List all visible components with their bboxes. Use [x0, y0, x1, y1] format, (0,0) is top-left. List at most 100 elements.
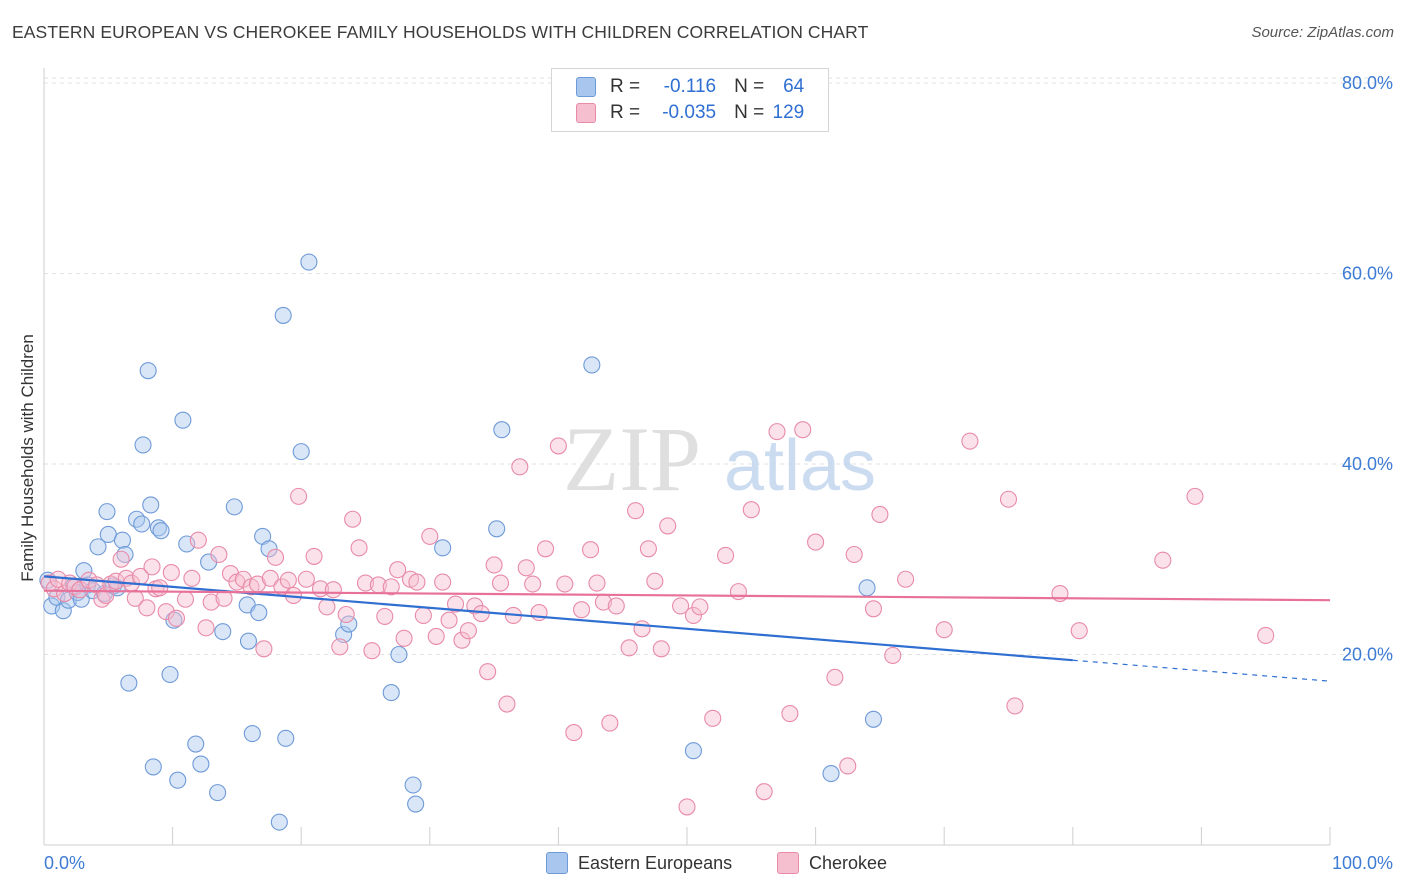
cherokee-point — [961, 432, 979, 450]
cherokee-point — [536, 540, 555, 558]
legend-label-cherokee: Cherokee — [809, 852, 888, 873]
eastern-europeans-point — [434, 539, 452, 557]
cherokee-point — [1154, 551, 1172, 569]
cherokee-point — [768, 423, 786, 441]
cherokee-point — [408, 573, 426, 591]
watermark-atlas: atlas — [724, 426, 876, 506]
eastern-europeans-point — [407, 795, 425, 813]
chart-title: EASTERN EUROPEAN VS CHEROKEE FAMILY HOUS… — [12, 22, 869, 42]
eastern-europeans-point — [404, 776, 422, 794]
eastern-europeans-trend-extension — [1072, 659, 1331, 682]
cherokee-trend-line — [43, 589, 1331, 602]
cherokee-point — [524, 575, 542, 593]
cherokee-point — [935, 621, 953, 639]
tick-labels: 20.0% 40.0% 60.0% 80.0% 0.0% 100.0% — [44, 73, 1393, 873]
eastern-europeans-point — [250, 604, 268, 622]
cherokee-point — [382, 578, 400, 596]
eastern-europeans-point — [54, 602, 72, 620]
cherokee-point — [826, 668, 844, 686]
cherokee-point — [794, 421, 812, 439]
legend-swatch-pink — [576, 103, 596, 123]
eastern-europeans-point — [300, 253, 318, 271]
eastern-europeans-point — [239, 632, 258, 650]
eastern-europeans-trend-line — [43, 575, 1073, 662]
y-tick-label: 20.0% — [1342, 645, 1393, 665]
legend-swatch-pink — [777, 852, 799, 874]
cherokee-point — [485, 556, 503, 574]
cherokee-point — [549, 437, 567, 455]
cherokee-point — [652, 640, 670, 658]
legend-r-label: R = — [610, 102, 641, 123]
cherokee-point — [344, 510, 362, 528]
cherokee-point — [999, 490, 1018, 508]
eastern-europeans-point — [98, 503, 116, 521]
eastern-europeans-point — [493, 421, 511, 439]
legend-r-label: R = — [610, 76, 641, 97]
cherokee-point — [845, 545, 863, 564]
cherokee-point — [601, 714, 619, 732]
eastern-europeans-point — [684, 742, 702, 760]
eastern-europeans-point — [144, 758, 162, 776]
cherokee-point — [356, 574, 375, 592]
cherokee-point — [389, 561, 407, 579]
y-tick-label: 80.0% — [1342, 73, 1393, 93]
trend-lines — [43, 575, 1331, 682]
x-tick-label-min: 0.0% — [44, 853, 85, 873]
cherokee-point — [556, 575, 574, 593]
cherokee-point — [318, 598, 336, 616]
cherokee-point — [189, 531, 207, 549]
legend-row-cherokee: R = -0.035 N = 129 — [576, 101, 804, 125]
watermark-zip: ZIP — [563, 408, 701, 510]
cherokee-point — [210, 545, 228, 564]
cherokee-point — [305, 547, 323, 565]
eastern-europeans-point — [274, 306, 292, 324]
cherokee-point — [646, 572, 664, 590]
cherokee-point — [138, 599, 156, 617]
legend-row-eastern-europeans: R = -0.116 N = 64 — [576, 75, 804, 99]
cherokee-point — [297, 570, 315, 588]
legend-item-cherokee[interactable]: Cherokee — [777, 852, 887, 874]
eastern-europeans-point — [169, 771, 187, 789]
cherokee-point — [427, 627, 445, 645]
cherokee-point — [1186, 487, 1204, 505]
cherokee-point — [453, 631, 471, 649]
cherokee-point — [897, 570, 915, 588]
cherokee-point — [684, 606, 702, 624]
cherokee-point — [1070, 622, 1088, 640]
grid-lines — [44, 77, 1395, 655]
legend-item-eastern-europeans[interactable]: Eastern Europeans — [546, 852, 732, 874]
eastern-europeans-point — [340, 615, 358, 633]
cherokee-point — [324, 581, 342, 599]
legend-swatch-blue — [576, 77, 596, 97]
cherokee-point — [290, 487, 308, 505]
eastern-europeans-point — [134, 436, 152, 454]
cherokee-point — [884, 646, 902, 665]
y-tick-label: 60.0% — [1342, 264, 1393, 284]
eastern-europeans-point — [292, 443, 310, 461]
cherokee-point — [176, 590, 195, 608]
cherokee-point — [167, 609, 186, 627]
cherokee-point — [517, 559, 535, 577]
eastern-europeans-point — [133, 515, 151, 533]
cherokee-point — [395, 629, 413, 647]
eastern-europeans-point — [174, 411, 192, 429]
cherokee-point — [45, 580, 63, 598]
cherokee-point — [479, 663, 497, 681]
cherokee-point — [363, 642, 381, 660]
cherokee-point — [112, 550, 130, 568]
cherokee-point — [498, 695, 516, 713]
correlation-legend: R = -0.116 N = 64 R = -0.035 N = 129 — [551, 68, 829, 132]
eastern-europeans-point — [214, 623, 232, 641]
cherokee-point — [742, 501, 760, 519]
eastern-europeans-point — [243, 725, 261, 743]
cherokee-point — [691, 598, 709, 616]
cherokee-point — [755, 783, 773, 801]
cherokee-point — [864, 600, 883, 618]
source-label: Source: ZipAtlas.com — [1251, 24, 1394, 41]
cherokee-point — [607, 597, 625, 615]
legend-r-value: -0.116 — [663, 76, 717, 97]
eastern-europeans-point — [858, 579, 876, 597]
cherokee-point — [627, 502, 645, 520]
eastern-europeans-point — [187, 735, 205, 753]
cherokee-point — [266, 548, 285, 566]
